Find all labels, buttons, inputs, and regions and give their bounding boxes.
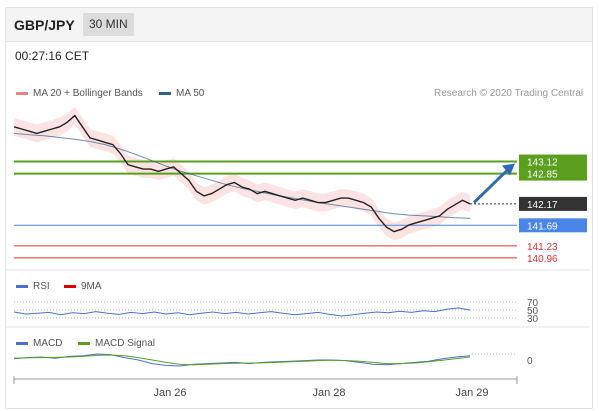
legend-swatch-rsi [16, 284, 28, 288]
header-bar: GBP/JPY 30 MIN [6, 8, 592, 42]
forecast-arrow [472, 168, 510, 204]
legend-swatch-rsi-ma [64, 284, 76, 288]
level-label-pivot: 141.69 [527, 221, 558, 232]
rsi-line [13, 307, 471, 317]
legend-macd-signal: MACD Signal [78, 338, 155, 349]
forecast-arrow-head [502, 163, 515, 176]
legend-swatch-bollinger [16, 91, 28, 95]
macd-signal-line [13, 354, 471, 366]
level-tag-resistance [519, 166, 587, 181]
legend-swatch-macd [16, 341, 28, 345]
currency-pair-title: GBP/JPY [14, 17, 75, 33]
x-tick-label: Jan 29 [455, 387, 488, 399]
legend-swatch-ma50 [159, 91, 171, 95]
rsi-level-label: 30 [527, 314, 539, 325]
legend-macd: MACD [16, 338, 62, 349]
macd-level-label: 0 [527, 356, 533, 367]
legend-swatch-macd-signal [78, 341, 90, 345]
legend-rsi: RSI [16, 281, 50, 292]
chart-widget: GBP/JPY 30 MIN 00:27:16 CET MA 20 + Boll… [5, 7, 593, 409]
x-tick-label: Jan 28 [312, 387, 345, 399]
level-label-resistance: 143.12 [527, 158, 558, 169]
x-tick-label: Jan 26 [153, 387, 186, 399]
legend-bollinger: MA 20 + Bollinger Bands [16, 88, 143, 99]
timeframe-badge[interactable]: 30 MIN [83, 13, 134, 36]
level-label-current: 142.17 [527, 200, 558, 211]
legend-label-macd-signal: MACD Signal [95, 338, 156, 349]
level-tag-current [519, 196, 587, 211]
level-label-support: 141.23 [527, 242, 558, 253]
level-tag-resistance [519, 154, 587, 169]
macd-line [13, 353, 471, 367]
legend-label-rsi-ma: 9MA [81, 281, 102, 292]
price-line [13, 114, 471, 233]
legend-rsi-ma: 9MA [64, 281, 102, 292]
legend-label-macd: MACD [33, 338, 63, 349]
rsi-level-label: 50 [527, 306, 539, 317]
bollinger-band [14, 106, 470, 241]
timestamp: 00:27:16 CET [15, 49, 90, 63]
legend-ma50: MA 50 [159, 88, 204, 99]
legend-label-ma50: MA 50 [176, 88, 205, 99]
legend-label-rsi: RSI [33, 281, 50, 292]
level-label-resistance: 142.85 [527, 170, 558, 181]
level-tag-pivot [519, 218, 587, 233]
rsi-level-label: 70 [527, 298, 539, 309]
level-label-support: 140.96 [527, 254, 558, 265]
ma50-line [13, 132, 471, 219]
legend-label-bollinger: MA 20 + Bollinger Bands [33, 88, 143, 99]
research-credit: Research © 2020 Trading Central [434, 88, 584, 99]
